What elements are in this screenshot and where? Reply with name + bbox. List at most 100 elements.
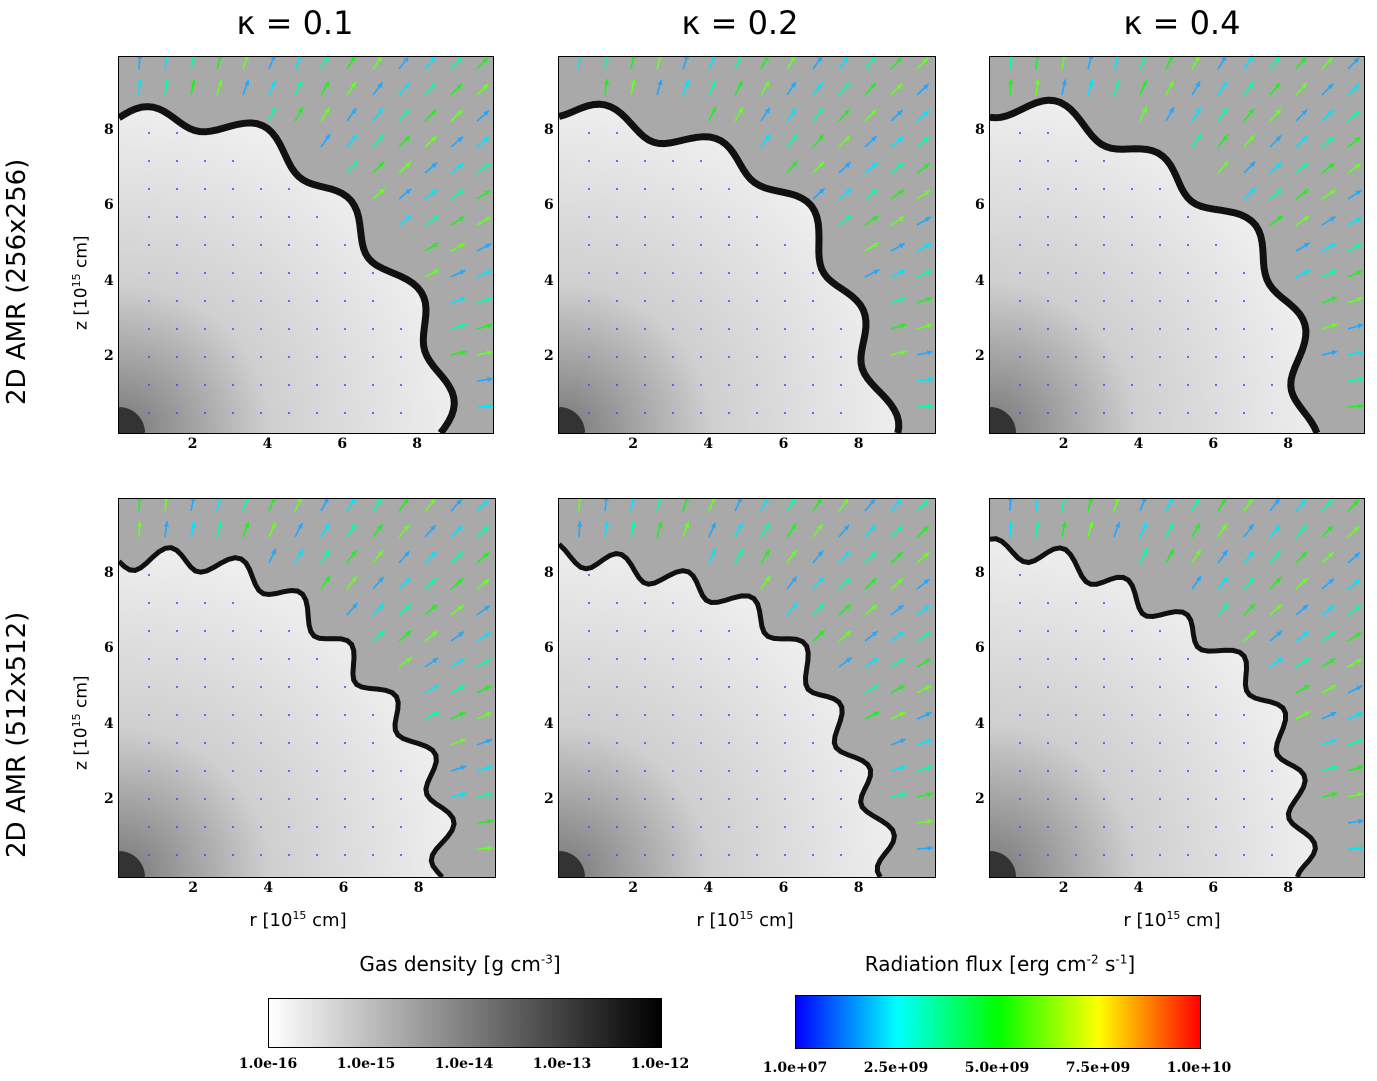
- flux-dot: [260, 188, 262, 190]
- flux-dot: [1131, 770, 1133, 772]
- flux-dot: [1131, 412, 1133, 414]
- flux-dot: [672, 602, 674, 604]
- x-tick-label: 2: [188, 880, 198, 896]
- flux-arrowhead: [163, 57, 169, 59]
- x-tick-label: 6: [778, 436, 789, 452]
- flux-dot: [588, 742, 590, 744]
- flux-arrowhead: [869, 57, 876, 63]
- flux-dot: [316, 658, 318, 660]
- flux-arrowhead: [456, 525, 463, 532]
- flux-dot: [644, 356, 646, 358]
- flux-dot: [288, 686, 290, 688]
- flux-dot: [1047, 384, 1049, 386]
- flux-dot: [344, 742, 346, 744]
- flux-dot: [344, 272, 346, 274]
- flux-dot: [288, 826, 290, 828]
- flux-dot: [288, 770, 290, 772]
- flux-dot: [812, 412, 814, 414]
- flux-arrowhead: [378, 161, 385, 168]
- flux-arrowhead: [1248, 82, 1254, 89]
- flux-dot: [588, 686, 590, 688]
- flux-arrowhead: [432, 242, 439, 248]
- flux-arrowhead: [1331, 765, 1338, 771]
- flux-arrowhead: [270, 80, 276, 87]
- row-title-256: 2D AMR (256x256): [2, 158, 32, 405]
- flux-arrowhead: [1275, 109, 1281, 115]
- flux-dot: [204, 658, 206, 660]
- flux-dot: [728, 826, 730, 828]
- flux-dot: [148, 770, 150, 772]
- flux-arrowhead: [927, 818, 933, 824]
- flux-arrowhead: [1222, 134, 1228, 141]
- flux-arrowhead: [1355, 605, 1361, 611]
- flux-dot: [1271, 328, 1273, 330]
- flux-dot: [644, 714, 646, 716]
- flux-dot: [784, 742, 786, 744]
- flux-dot: [1075, 770, 1077, 772]
- flux-dot: [644, 602, 646, 604]
- flux-arrowhead: [405, 657, 412, 663]
- flux-dot: [1075, 244, 1077, 246]
- flux-dot: [588, 132, 590, 134]
- flux-dot: [616, 384, 618, 386]
- flux-dot: [344, 714, 346, 716]
- flux-arrowhead: [790, 57, 796, 62]
- simulation-panel: [558, 56, 936, 434]
- flux-dot: [232, 658, 234, 660]
- flux-dot: [288, 412, 290, 414]
- flux-dot: [260, 798, 262, 800]
- x-tick-label: 4: [262, 436, 273, 452]
- flux-arrowhead: [1303, 684, 1310, 690]
- r-axis-label-col2: r [1015 cm]: [696, 909, 794, 931]
- flux-dot: [344, 328, 346, 330]
- flux-arrowhead: [1250, 188, 1256, 194]
- flux-arrow: [1087, 499, 1093, 512]
- flux-arrowhead: [1358, 376, 1364, 383]
- flux-arrowhead: [1115, 80, 1121, 86]
- flux-dot: [1215, 300, 1217, 302]
- flux-arrowhead: [1327, 83, 1334, 90]
- flux-dot: [588, 658, 590, 660]
- flux-dot: [1019, 356, 1021, 358]
- flux-arrow: [604, 499, 608, 512]
- flux-dot: [1215, 742, 1217, 744]
- flux-dot: [1075, 272, 1077, 274]
- flux-arrowhead: [190, 499, 196, 502]
- flux-dot: [700, 798, 702, 800]
- flux-arrowhead: [484, 632, 491, 638]
- flux-dot: [1047, 160, 1049, 162]
- flux-arrowhead: [845, 604, 851, 610]
- flux-dot: [1243, 826, 1245, 828]
- x-tick-label: 4: [703, 880, 714, 896]
- flux-arrowhead: [376, 499, 382, 504]
- flux-dot: [232, 602, 234, 604]
- flux-dot: [728, 854, 730, 856]
- flux-dot: [204, 742, 206, 744]
- flux-arrowhead: [270, 522, 276, 529]
- flux-arrow: [1165, 57, 1173, 70]
- flux-arrowhead: [1141, 57, 1147, 61]
- flux-dot: [784, 826, 786, 828]
- flux-dot: [812, 300, 814, 302]
- flux-arrowhead: [603, 521, 609, 527]
- flux-arrowhead: [456, 499, 462, 505]
- flux-dot: [840, 356, 842, 358]
- x-tick-label: 6: [778, 880, 789, 896]
- flux-dot: [616, 272, 618, 274]
- x-tick-label: 4: [1133, 436, 1144, 452]
- flux-arrowhead: [1275, 577, 1282, 584]
- flux-dot: [616, 602, 618, 604]
- flux-dot: [1019, 216, 1021, 218]
- flux-dot: [1019, 574, 1021, 576]
- flux-arrowhead: [816, 57, 823, 62]
- flux-arrowhead: [1249, 577, 1255, 583]
- flux-dot: [288, 216, 290, 218]
- x-tick-label: 8: [853, 436, 864, 452]
- flux-arrowhead: [899, 738, 906, 744]
- flux-arrowhead: [297, 522, 303, 529]
- flux-dot: [344, 798, 346, 800]
- flux-arrow: [242, 499, 248, 512]
- flux-arrowhead: [1358, 403, 1364, 409]
- flux-arrowhead: [791, 108, 797, 114]
- flux-dot: [1271, 770, 1273, 772]
